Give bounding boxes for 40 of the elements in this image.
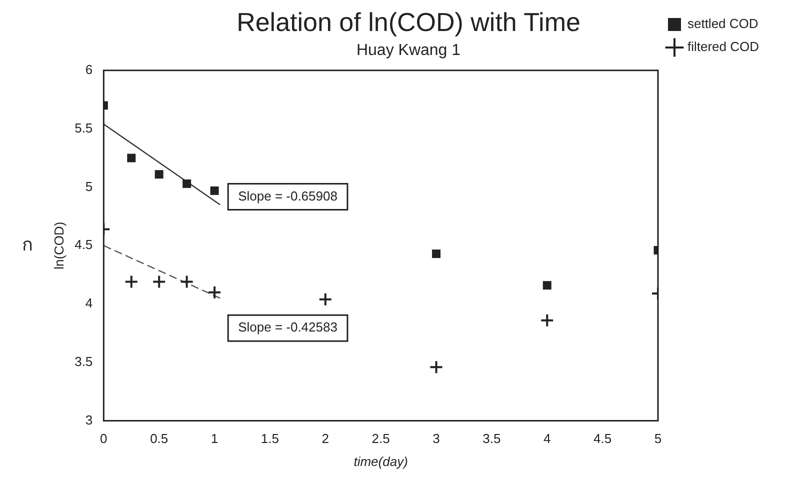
point — [124, 274, 138, 289]
x-tick-label: 5 — [654, 431, 662, 446]
chart-title: Relation of ln(COD) with Time — [236, 6, 580, 37]
point — [432, 250, 440, 258]
x-tick-label: 0.5 — [150, 431, 168, 446]
point — [318, 292, 332, 306]
y-tick-label: 4.5 — [74, 237, 93, 252]
y-tick-label: 3.5 — [74, 354, 93, 369]
legend-label: filtered COD — [687, 39, 760, 54]
x-tick-label: 1 — [210, 431, 218, 446]
annotation: Slope = -0.65908 — [238, 188, 338, 204]
point — [540, 313, 554, 328]
y-tick-label: 5.5 — [74, 120, 93, 136]
x-tick-label: 4.5 — [594, 431, 612, 446]
x-tick-label: 2 — [322, 431, 330, 446]
x-tick-label: 4 — [544, 431, 551, 446]
point — [154, 170, 164, 179]
point — [127, 154, 136, 162]
x-axis-title: time(day) — [354, 454, 408, 469]
point — [152, 274, 166, 289]
x-tick-label: 2.5 — [372, 431, 390, 446]
point — [208, 285, 222, 300]
point — [429, 360, 444, 374]
annotation: Slope = -0.42583 — [238, 320, 338, 335]
y-tick-label: 3 — [85, 412, 93, 428]
point — [182, 179, 192, 188]
point — [180, 274, 194, 289]
y-tick-label: 4 — [85, 296, 93, 311]
point — [542, 281, 552, 290]
y-axis-title: ln(COD) — [51, 222, 66, 270]
x-tick-label: 3 — [432, 431, 440, 446]
y-tick-label: 6 — [85, 62, 93, 77]
chart-subtitle: Huay Kwang 1 — [356, 42, 461, 60]
text: ก — [22, 234, 33, 255]
legend-label: settled COD — [687, 16, 758, 32]
x-tick-label: 3.5 — [482, 431, 501, 446]
x-tick-label: 1.5 — [260, 431, 280, 446]
point — [210, 186, 219, 195]
x-tick-label: 0 — [100, 431, 108, 446]
y-tick-label: 5 — [85, 178, 93, 194]
